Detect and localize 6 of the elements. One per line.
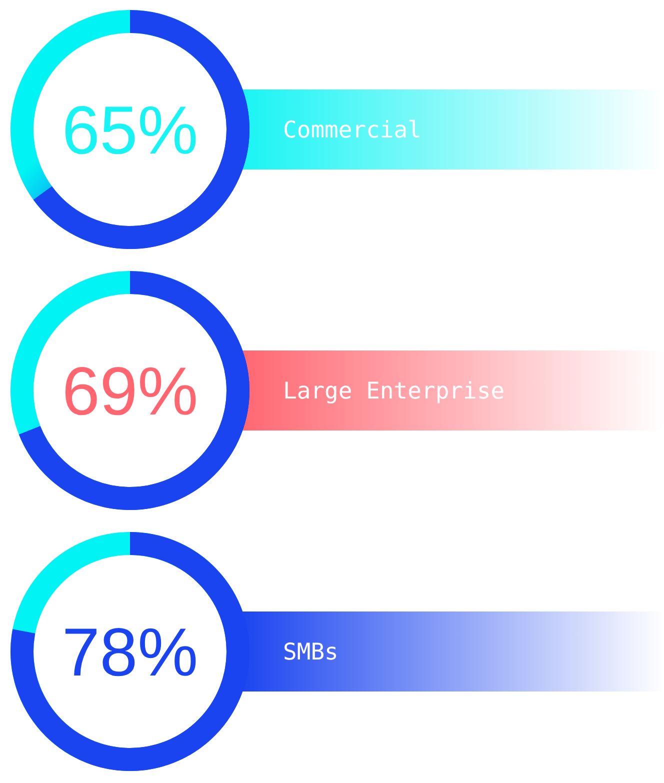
category-label: Commercial: [283, 118, 422, 144]
category-label: SMBs: [283, 640, 338, 666]
data-label: 78%: [62, 614, 198, 690]
data-label: 65%: [62, 92, 198, 168]
data-label: 69%: [62, 354, 198, 430]
category-label: Large Enterprise: [283, 378, 505, 404]
